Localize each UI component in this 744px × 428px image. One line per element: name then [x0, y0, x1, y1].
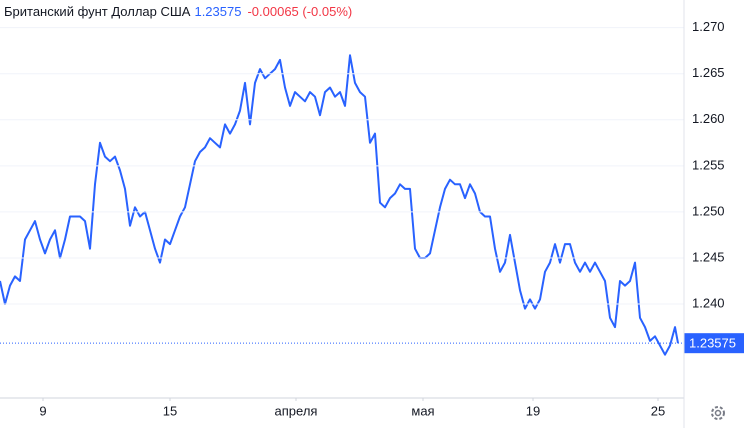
last-price-box	[684, 333, 744, 354]
x-tick-label: мая	[411, 403, 434, 418]
x-tick-label: апреля	[275, 403, 318, 418]
y-tick-label: 1.260	[692, 111, 725, 126]
y-tick-label: 1.255	[692, 157, 725, 172]
x-tick-label: 9	[39, 403, 46, 418]
instrument-name: Британский фунт Доллар США	[4, 4, 191, 19]
x-tick-label: 15	[163, 403, 177, 418]
y-tick-label: 1.250	[692, 203, 725, 218]
y-tick-label: 1.240	[692, 295, 725, 310]
last-price-label: 1.23575	[689, 336, 736, 351]
change: -0.00065 (-0.05%)	[247, 4, 352, 19]
settings-icon[interactable]	[711, 406, 725, 420]
header: Британский фунт Доллар США 1.23575 -0.0006…	[4, 4, 352, 19]
y-tick-label: 1.265	[692, 65, 725, 80]
x-tick-label: 25	[651, 403, 665, 418]
series: 1.23575	[0, 54, 744, 356]
price-line	[0, 54, 679, 356]
price: 1.23575	[194, 4, 241, 19]
y-tick-label: 1.270	[692, 19, 725, 34]
y-tick-label: 1.245	[692, 249, 725, 264]
x-tick-label: 19	[526, 403, 540, 418]
